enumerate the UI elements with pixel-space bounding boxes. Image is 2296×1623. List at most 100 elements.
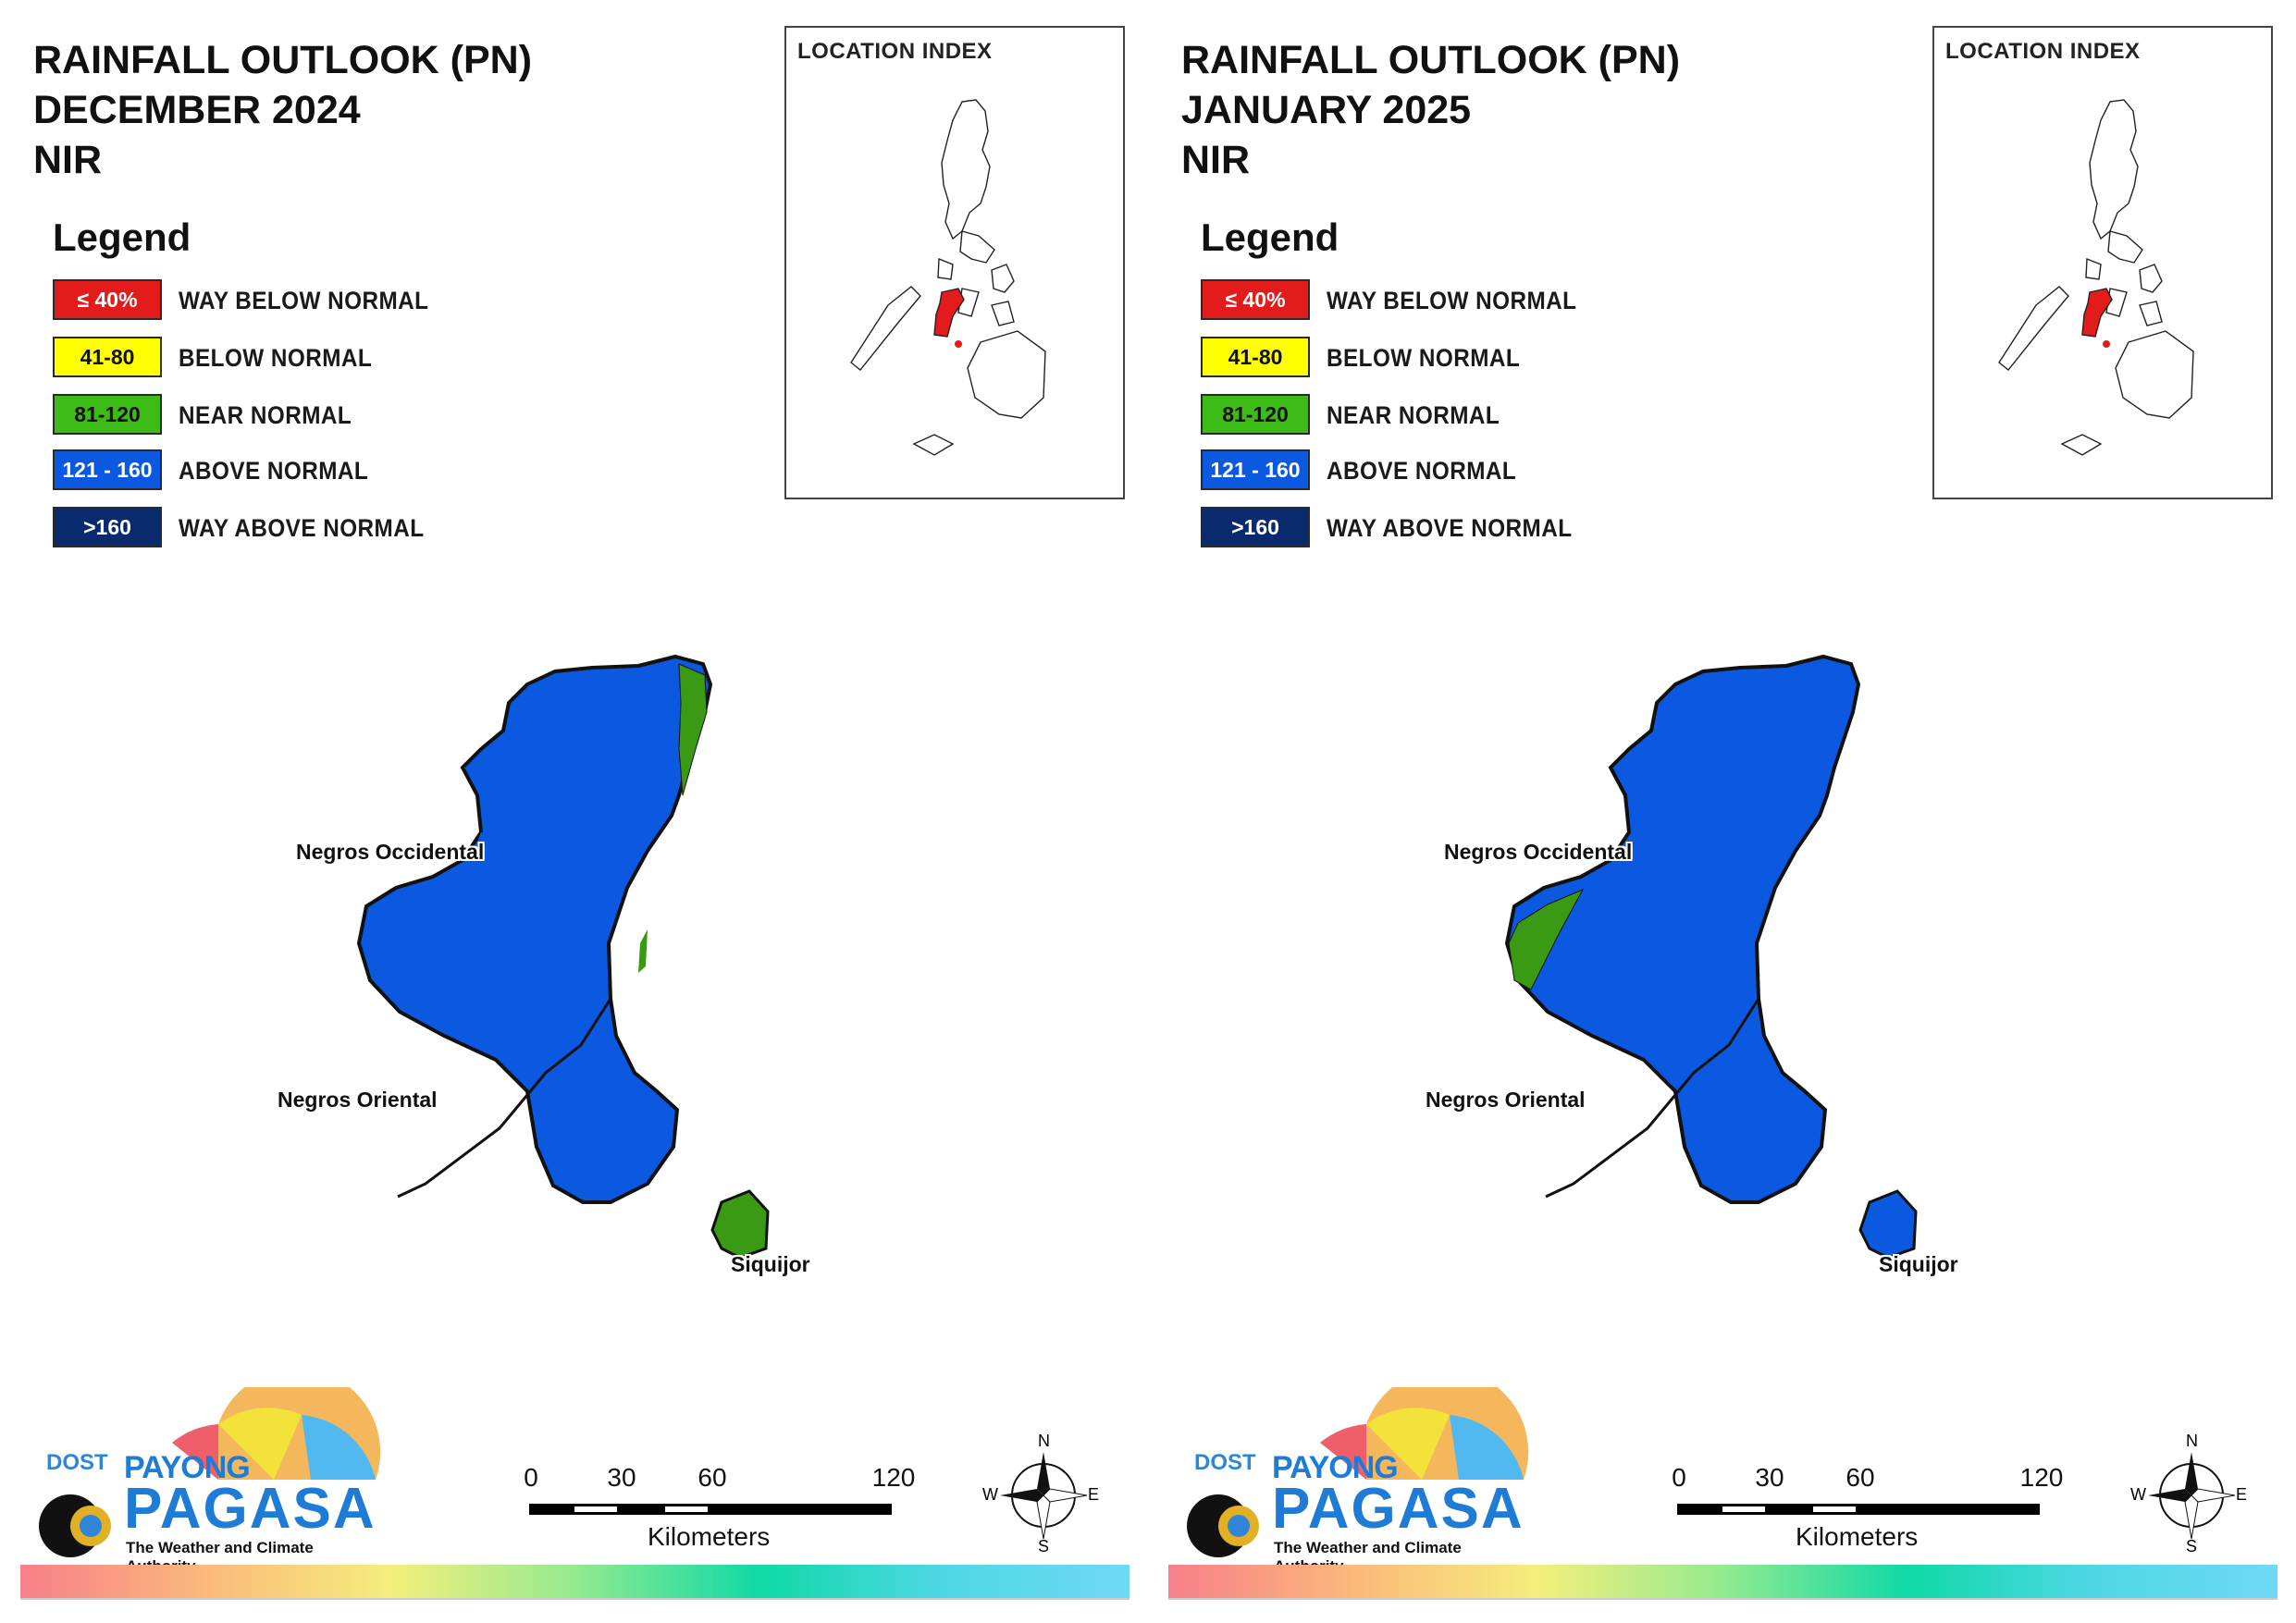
legend-label: ABOVE NORMAL [179, 457, 369, 485]
legend-label: WAY ABOVE NORMAL [179, 514, 425, 542]
scale-tick: 30 [607, 1463, 636, 1492]
panel-january-2025: RAINFALL OUTLOOK (PN) JANUARY 2025 NIR L… [1148, 0, 2296, 1623]
payong-text: PAYONG [124, 1450, 251, 1485]
scale-tick: 120 [871, 1463, 916, 1492]
label-siquijor: Siquijor [1879, 1252, 1958, 1276]
legend-item-way-above: >160 WAY ABOVE NORMAL [1201, 507, 1626, 549]
legend-swatch: 41-80 [53, 337, 162, 377]
location-index: LOCATION INDEX [784, 26, 1125, 499]
legend-label: WAY ABOVE NORMAL [1327, 514, 1573, 542]
scale-tick: 120 [2019, 1463, 2064, 1492]
umbrella-icon [39, 1387, 381, 1557]
pagasa-text: PAGASA [1272, 1477, 1524, 1541]
rainbow-bar [1168, 1565, 2277, 1598]
negros-landmass [1504, 654, 1861, 1204]
map-title: RAINFALL OUTLOOK (PN) JANUARY 2025 NIR [1181, 35, 1680, 185]
rainbow-bar [20, 1565, 1129, 1598]
compass-s: S [1038, 1537, 1050, 1555]
scale-bar: 0 30 60 120 Kilometers [1672, 1463, 2064, 1555]
legend-label: BELOW NORMAL [179, 344, 373, 372]
legend-item-way-below: ≤ 40% WAY BELOW NORMAL [1201, 279, 1626, 322]
compass-e: E [2236, 1485, 2248, 1504]
compass-n: N [2186, 1432, 2198, 1450]
legend-label: NEAR NORMAL [179, 401, 352, 429]
compass-n: N [1038, 1432, 1050, 1450]
scale-tick: 0 [524, 1463, 538, 1492]
compass-e: E [1088, 1485, 1100, 1504]
legend-swatch: 41-80 [1201, 337, 1310, 377]
legend-label: WAY BELOW NORMAL [1327, 287, 1577, 314]
scale-bar: 0 30 60 120 Kilometers [524, 1463, 916, 1555]
legend-swatch: 81-120 [53, 394, 162, 435]
pagasa-text: PAGASA [124, 1477, 376, 1541]
legend-item-below: 41-80 BELOW NORMAL [53, 337, 478, 379]
negros-landmass [356, 654, 713, 1204]
negros-map: Negros Occidental Negros Oriental Siquij… [1426, 610, 1962, 1322]
east-coast-near-normal [638, 929, 648, 973]
legend-swatch: 121 - 160 [53, 449, 162, 490]
legend-item-near: 81-120 NEAR NORMAL [1201, 394, 1626, 436]
label-negros-oriental: Negros Oriental [1426, 1088, 1586, 1112]
umbrella-icon [1187, 1387, 1529, 1557]
payong-text: PAYONG [1272, 1450, 1399, 1485]
title-line-3: NIR [33, 138, 103, 182]
legend-title: Legend [1201, 215, 1339, 259]
legend-item-way-below: ≤ 40% WAY BELOW NORMAL [53, 279, 478, 322]
legend-item-near: 81-120 NEAR NORMAL [53, 394, 478, 436]
scale-tick: 60 [697, 1463, 727, 1492]
dost-text: DOST [1194, 1450, 1256, 1475]
payong-pagasa-logo: DOST PAYONG PAGASA The Weather and Clima… [33, 1387, 385, 1575]
nir-highlight [2081, 288, 2113, 338]
nw-coast-near-normal [1508, 888, 1585, 990]
legend-swatch: >160 [1201, 507, 1310, 547]
map-title: RAINFALL OUTLOOK (PN) DECEMBER 2024 NIR [33, 35, 532, 185]
scale-tick: 0 [1672, 1463, 1686, 1492]
scale-unit: Kilometers [648, 1522, 771, 1551]
scale-unit: Kilometers [1796, 1522, 1919, 1551]
scale-tick: 60 [1845, 1463, 1875, 1492]
title-line-2: DECEMBER 2024 [33, 88, 361, 132]
philippines-index-map [1998, 99, 2194, 456]
scale-bar-graphic [1677, 1504, 2040, 1515]
compass-s: S [2186, 1537, 2198, 1555]
legend-label: NEAR NORMAL [1327, 401, 1500, 429]
legend-item-above: 121 - 160 ABOVE NORMAL [53, 449, 478, 492]
label-negros-oriental: Negros Oriental [278, 1088, 438, 1112]
legend-item-way-above: >160 WAY ABOVE NORMAL [53, 507, 478, 549]
compass-rose-icon [1000, 1452, 1088, 1540]
nir-highlight [933, 288, 965, 338]
scale-bar-graphic [529, 1504, 892, 1515]
label-siquijor: Siquijor [731, 1252, 810, 1276]
rainbow-baseline [1168, 1598, 2277, 1600]
title-line-3: NIR [1181, 138, 1251, 182]
negros-island-svg [1504, 654, 1918, 1260]
north-arrow: N S E W [2130, 1432, 2248, 1555]
compass-rose-icon [2148, 1452, 2236, 1540]
north-arrow: N S E W [982, 1432, 1100, 1555]
rainbow-baseline [20, 1598, 1129, 1600]
payong-pagasa-logo: DOST PAYONG PAGASA The Weather and Clima… [1181, 1387, 1533, 1575]
title-line-1: RAINFALL OUTLOOK (PN) [33, 38, 533, 82]
label-negros-occidental: Negros Occidental [296, 840, 485, 864]
title-line-2: JANUARY 2025 [1181, 88, 1472, 132]
legend-item-below: 41-80 BELOW NORMAL [1201, 337, 1626, 379]
label-negros-occidental: Negros Occidental [1444, 840, 1633, 864]
compass-w: W [2130, 1485, 2146, 1504]
negros-island-svg [356, 654, 770, 1260]
legend-swatch: ≤ 40% [53, 279, 162, 320]
legend-item-above: 121 - 160 ABOVE NORMAL [1201, 449, 1626, 492]
legend-swatch: >160 [53, 507, 162, 547]
scale-tick: 30 [1755, 1463, 1784, 1492]
negros-map: Negros Occidental Negros Oriental Siquij… [278, 610, 814, 1322]
philippines-index-map [850, 99, 1046, 456]
dost-text: DOST [46, 1450, 108, 1475]
compass-w: W [982, 1485, 998, 1504]
province-boundary [1545, 998, 1760, 1199]
ne-coast-near-normal [678, 663, 708, 796]
location-index-title: LOCATION INDEX [797, 39, 993, 64]
title-line-1: RAINFALL OUTLOOK (PN) [1181, 38, 1681, 82]
location-index-title: LOCATION INDEX [1945, 39, 2141, 64]
legend-title: Legend [53, 215, 191, 259]
legend-label: BELOW NORMAL [1327, 344, 1521, 372]
legend-swatch: ≤ 40% [1201, 279, 1310, 320]
